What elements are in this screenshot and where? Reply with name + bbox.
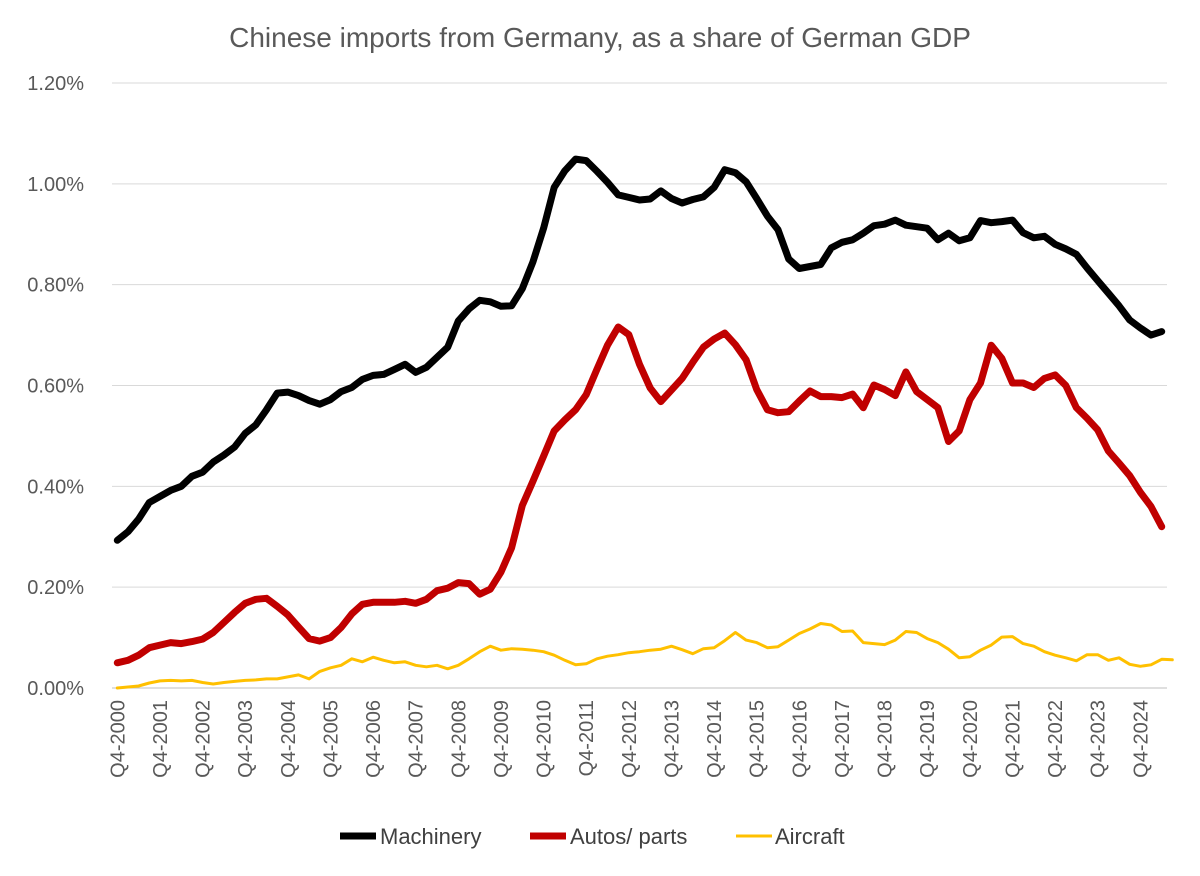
x-tick-label: Q4-2020 bbox=[960, 700, 982, 778]
legend-label: Autos/ parts bbox=[570, 824, 687, 849]
x-tick-label: Q4-2019 bbox=[917, 700, 939, 778]
x-tick-label: Q4-2016 bbox=[789, 700, 811, 778]
x-tick-label: Q4-2005 bbox=[320, 700, 342, 778]
x-tick-label: Q4-2014 bbox=[704, 700, 726, 778]
y-tick-label: 0.20% bbox=[27, 577, 84, 599]
gridlines bbox=[112, 82, 1167, 588]
x-tick-label: Q4-2000 bbox=[107, 700, 129, 778]
y-tick-label: 1.20% bbox=[27, 73, 84, 95]
x-tick-label: Q4-2011 bbox=[576, 700, 598, 776]
legend-item-autos-parts: Autos/ parts bbox=[530, 824, 687, 849]
x-tick-label: Q4-2002 bbox=[193, 700, 215, 778]
x-tick-label: Q4-2001 bbox=[150, 700, 172, 778]
x-tick-label: Q4-2009 bbox=[491, 700, 513, 778]
x-tick-label: Q4-2008 bbox=[448, 700, 470, 778]
x-tick-label: Q4-2013 bbox=[661, 700, 683, 778]
series-lines bbox=[113, 155, 1174, 690]
y-tick-label: 1.00% bbox=[27, 174, 84, 196]
chart-title: Chinese imports from Germany, as a share… bbox=[229, 22, 971, 53]
series-line-aircraft bbox=[115, 622, 1174, 690]
x-tick-label: Q4-2006 bbox=[363, 700, 385, 778]
legend-item-machinery: Machinery bbox=[340, 824, 481, 849]
x-axis-ticks: Q4-2000 Q4-2001 Q4-2002 Q4-2003 Q4-2004 Q4-20… bbox=[107, 700, 1152, 778]
legend-label: Aircraft bbox=[775, 824, 845, 849]
y-axis-ticks: 0.00% 0.20% 0.40% 0.60% 0.80% 1.00% 1.20% bbox=[27, 73, 84, 700]
x-tick-label: Q4-2010 bbox=[534, 700, 556, 778]
x-tick-label: Q4-2022 bbox=[1045, 700, 1067, 778]
x-tick-label: Q4-2015 bbox=[747, 700, 769, 778]
x-tick-label: Q4-2003 bbox=[235, 700, 257, 778]
x-tick-label: Q4-2018 bbox=[875, 700, 897, 778]
legend: Machinery Autos/ parts Aircraft bbox=[340, 824, 845, 849]
x-tick-label: Q4-2004 bbox=[278, 700, 300, 778]
y-tick-label: 0.40% bbox=[27, 476, 84, 498]
x-tick-label: Q4-2007 bbox=[406, 700, 428, 778]
legend-label: Machinery bbox=[380, 824, 481, 849]
x-tick-label: Q4-2023 bbox=[1088, 700, 1110, 778]
x-tick-label: Q4-2017 bbox=[832, 700, 854, 778]
legend-item-aircraft: Aircraft bbox=[736, 824, 845, 849]
series-line-autos-parts bbox=[113, 323, 1166, 667]
x-tick-label: Q4-2021 bbox=[1002, 700, 1024, 778]
y-tick-label: 0.80% bbox=[27, 275, 84, 297]
x-tick-label: Q4-2012 bbox=[619, 700, 641, 778]
y-tick-label: 0.00% bbox=[27, 678, 84, 700]
series-line-machinery bbox=[113, 155, 1166, 544]
x-tick-label: Q4-2024 bbox=[1130, 700, 1152, 778]
y-tick-label: 0.60% bbox=[27, 376, 84, 398]
